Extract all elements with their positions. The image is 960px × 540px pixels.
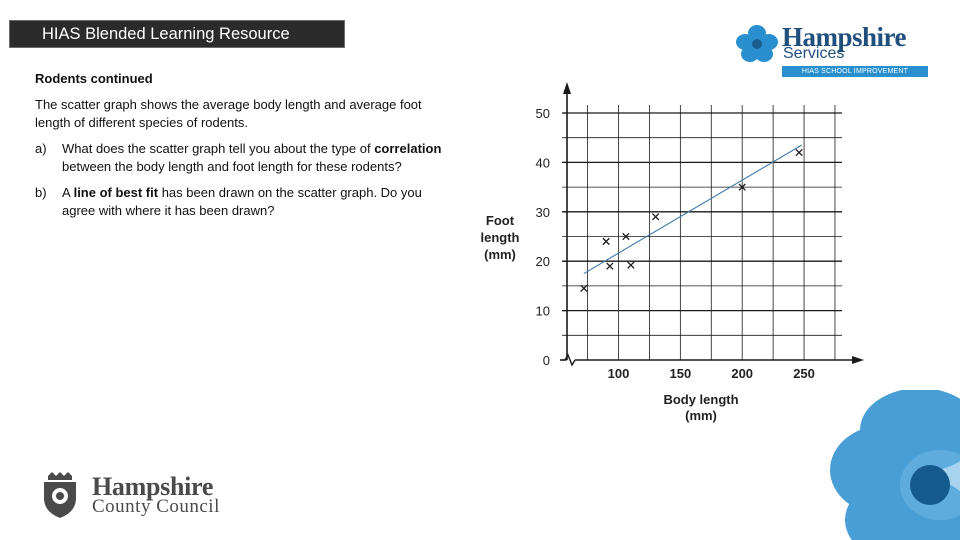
scatter-point <box>627 261 635 269</box>
x-tick-label: 200 <box>731 366 753 381</box>
question-a-pre: What does the scatter graph tell you abo… <box>62 141 375 156</box>
y-tick-label: 0 <box>543 353 550 368</box>
intro-paragraph: The scatter graph shows the average body… <box>35 97 422 130</box>
y-axis-label: (mm) <box>484 247 516 262</box>
x-axis-arrow <box>852 356 864 364</box>
x-tick-label: 150 <box>669 366 691 381</box>
logo-services: Services <box>783 45 845 62</box>
x-tick-label: 250 <box>793 366 815 381</box>
council-subname: County Council <box>92 496 220 517</box>
question-b-bold: line of best fit <box>73 185 159 200</box>
y-tick-label: 30 <box>536 205 550 220</box>
header-title-bar: HIAS Blended Learning Resource <box>9 20 345 48</box>
scatter-point <box>606 262 614 270</box>
x-axis-break <box>564 353 576 367</box>
y-axis-label: length <box>481 230 520 245</box>
question-a-label: a) <box>35 141 47 156</box>
y-axis-arrow <box>563 82 571 94</box>
header-title: HIAS Blended Learning Resource <box>42 25 290 43</box>
logo-strip: HIAS SCHOOL IMPROVEMENT <box>782 66 928 77</box>
scatter-point <box>622 232 630 241</box>
question-a: a) What does the scatter graph tell you … <box>35 140 455 176</box>
scatter-point <box>602 237 610 246</box>
decorative-flower-icon <box>830 390 960 540</box>
question-a-bold: correlation <box>374 141 442 156</box>
question-text: Rodents continued The scatter graph show… <box>35 70 455 228</box>
scatter-point <box>580 284 588 293</box>
hampshire-services-logo: Hampshire Services HIAS SCHOOL IMPROVEME… <box>730 22 930 82</box>
y-tick-label: 40 <box>536 155 550 170</box>
question-b-pre: A <box>62 185 74 200</box>
x-axis-label: (mm) <box>685 408 717 423</box>
council-name: Hampshire <box>92 472 214 501</box>
x-axis-label: Body length <box>663 392 738 407</box>
section-heading: Rodents continued <box>35 71 153 86</box>
question-b-post: has been drawn on the scatter graph. Do … <box>62 185 422 218</box>
y-tick-label: 50 <box>536 106 550 121</box>
question-b-label: b) <box>35 185 47 200</box>
county-crest-icon <box>44 472 76 518</box>
scatter-point <box>738 183 746 191</box>
hampshire-county-council-logo: Hampshire County Council <box>40 472 250 522</box>
y-axis-label: Foot <box>486 213 515 228</box>
scatter-point <box>651 213 660 221</box>
logo-name: Hampshire <box>782 22 907 52</box>
question-a-post: between the body length and foot length … <box>62 159 402 174</box>
x-tick-label: 100 <box>608 366 630 381</box>
y-tick-label: 10 <box>536 304 550 319</box>
scatter-point <box>795 148 803 157</box>
question-b: b) A line of best fit has been drawn on … <box>35 184 455 220</box>
flower-icon <box>736 25 778 62</box>
y-tick-label: 20 <box>536 254 550 269</box>
line-of-best-fit <box>583 144 802 275</box>
